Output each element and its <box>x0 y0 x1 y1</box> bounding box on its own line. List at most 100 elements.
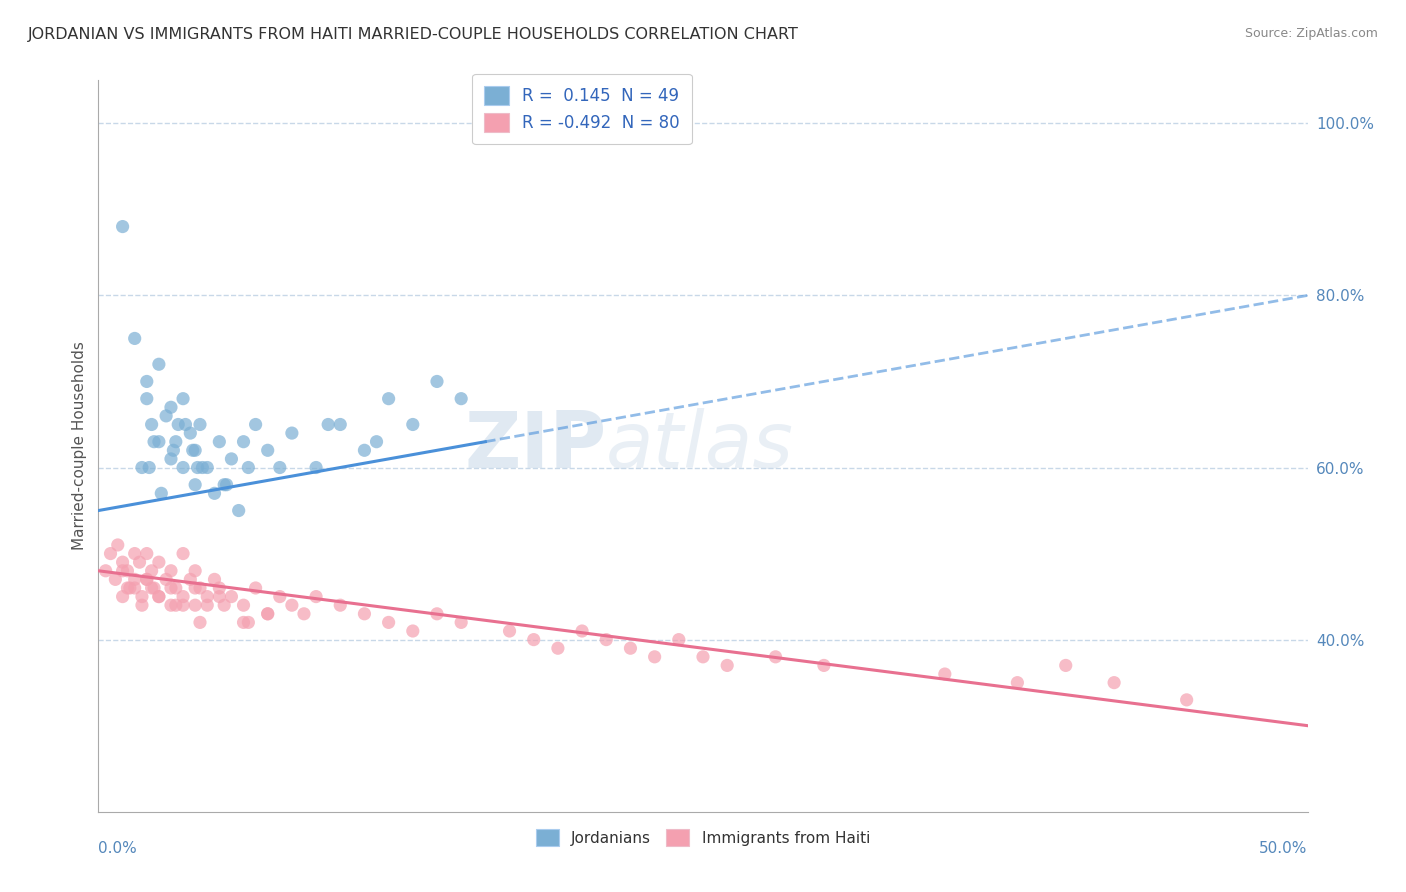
Point <box>402 417 425 432</box>
Point <box>1102 675 1125 690</box>
Point <box>172 598 194 612</box>
Point <box>117 564 139 578</box>
Point <box>138 460 160 475</box>
Point <box>135 573 157 587</box>
Point <box>162 443 184 458</box>
Point <box>184 477 207 491</box>
Point <box>160 451 183 466</box>
Point <box>305 590 328 604</box>
Point <box>269 460 291 475</box>
Point <box>245 581 267 595</box>
Point <box>353 443 375 458</box>
Point <box>143 581 166 595</box>
Point <box>292 607 315 621</box>
Point <box>155 409 177 423</box>
Point <box>221 451 243 466</box>
Point <box>165 434 187 449</box>
Point <box>184 443 207 458</box>
Point <box>221 590 243 604</box>
Point <box>813 658 835 673</box>
Point <box>245 417 267 432</box>
Point <box>377 615 399 630</box>
Point <box>111 219 134 234</box>
Point <box>547 641 569 656</box>
Point <box>135 375 157 389</box>
Point <box>204 573 226 587</box>
Point <box>228 503 250 517</box>
Point <box>402 624 425 638</box>
Point <box>94 564 117 578</box>
Point <box>366 434 388 449</box>
Point <box>141 417 163 432</box>
Point <box>124 547 146 561</box>
Point <box>160 581 183 595</box>
Point <box>619 641 641 656</box>
Point <box>128 555 150 569</box>
Point <box>256 607 278 621</box>
Point <box>765 649 787 664</box>
Point <box>1175 693 1198 707</box>
Point <box>160 564 183 578</box>
Point <box>131 590 153 604</box>
Point <box>281 598 304 612</box>
Point <box>595 632 617 647</box>
Point <box>232 615 254 630</box>
Point <box>426 375 449 389</box>
Point <box>195 590 218 604</box>
Point <box>111 564 134 578</box>
Point <box>172 460 194 475</box>
Point <box>184 598 207 612</box>
Y-axis label: Married-couple Households: Married-couple Households <box>72 342 87 550</box>
Point <box>172 590 194 604</box>
Point <box>148 357 170 371</box>
Point <box>135 547 157 561</box>
Point <box>269 590 291 604</box>
Point <box>238 460 260 475</box>
Point <box>165 598 187 612</box>
Point <box>179 573 201 587</box>
Point <box>135 573 157 587</box>
Point <box>155 573 177 587</box>
Point <box>934 667 956 681</box>
Point <box>150 486 173 500</box>
Point <box>160 598 183 612</box>
Point <box>107 538 129 552</box>
Point <box>256 607 278 621</box>
Point <box>148 434 170 449</box>
Point <box>212 477 235 491</box>
Point <box>191 460 214 475</box>
Point <box>148 590 170 604</box>
Point <box>172 547 194 561</box>
Point <box>131 460 153 475</box>
Point <box>498 624 520 638</box>
Text: ZIP: ZIP <box>464 408 606 484</box>
Point <box>571 624 593 638</box>
Point <box>167 417 190 432</box>
Point <box>212 598 235 612</box>
Point <box>450 392 472 406</box>
Point <box>232 598 254 612</box>
Point <box>523 632 546 647</box>
Point <box>208 581 231 595</box>
Point <box>353 607 375 621</box>
Legend: Jordanians, Immigrants from Haiti: Jordanians, Immigrants from Haiti <box>527 821 879 855</box>
Point <box>111 555 134 569</box>
Point <box>316 417 339 432</box>
Point <box>104 573 127 587</box>
Point <box>644 649 666 664</box>
Point <box>188 417 211 432</box>
Point <box>141 564 163 578</box>
Point <box>141 581 163 595</box>
Point <box>692 649 714 664</box>
Text: Source: ZipAtlas.com: Source: ZipAtlas.com <box>1244 27 1378 40</box>
Point <box>181 443 204 458</box>
Point <box>160 401 183 415</box>
Point <box>208 434 231 449</box>
Point <box>124 331 146 345</box>
Point <box>131 598 153 612</box>
Point <box>377 392 399 406</box>
Point <box>124 581 146 595</box>
Point <box>174 417 197 432</box>
Point <box>1007 675 1029 690</box>
Text: 50.0%: 50.0% <box>1260 841 1308 856</box>
